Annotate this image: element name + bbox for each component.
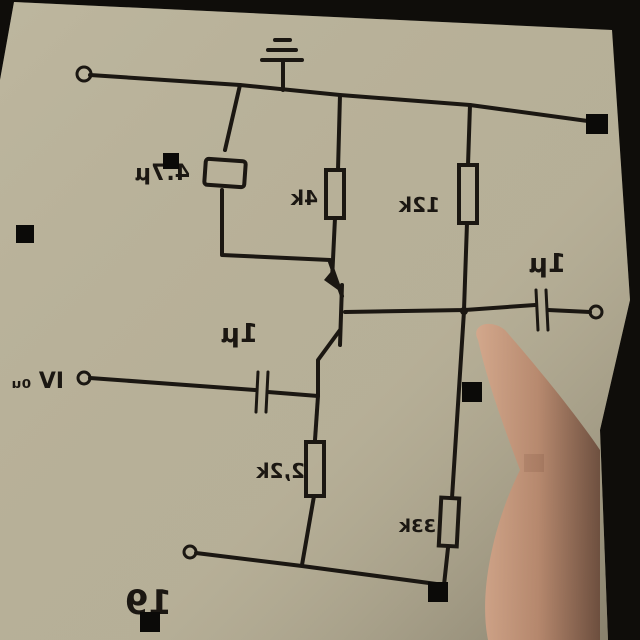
label-input: IV ₀ᵤ bbox=[11, 369, 64, 394]
label-12k-text: 12k bbox=[398, 193, 440, 217]
label-12k: 12k bbox=[398, 193, 440, 217]
label-33k-text: 33k bbox=[398, 516, 436, 537]
output-terminal bbox=[588, 304, 604, 320]
label-33k: 33k bbox=[398, 516, 436, 537]
resistor-2-2k-bottom-wire bbox=[300, 494, 316, 567]
transistor-collector bbox=[316, 328, 342, 397]
resistor-2-2k-top-wire bbox=[313, 394, 320, 442]
label-2-2k: 2,2k bbox=[256, 459, 305, 483]
input-cap-to-node-wire bbox=[266, 390, 320, 398]
ground-icon bbox=[260, 38, 304, 62]
label-4-7u: 4.7μ bbox=[135, 161, 190, 186]
emitter-arrow-icon bbox=[324, 268, 338, 290]
input-wire bbox=[88, 376, 257, 392]
redaction-block bbox=[586, 114, 608, 134]
label-input-cap: 1μ bbox=[221, 319, 258, 349]
label-4k: 4k bbox=[290, 186, 318, 210]
resistor-12k-bottom-wire bbox=[462, 221, 469, 312]
redaction-block bbox=[428, 582, 448, 602]
label-4k-text: 4k bbox=[290, 186, 318, 210]
resistor-33k-bottom-wire bbox=[442, 546, 450, 587]
redaction-block bbox=[140, 612, 160, 632]
redaction-block bbox=[16, 225, 34, 243]
redaction-block bbox=[462, 382, 482, 402]
label-input-cap-text: 1μ bbox=[221, 319, 258, 349]
label-2-2k-text: 2,2k bbox=[256, 459, 305, 483]
cap-branch-top-wire bbox=[223, 83, 242, 152]
resistor-4k-top-wire bbox=[336, 93, 342, 172]
label-input-text: IV ₀ᵤ bbox=[11, 369, 64, 394]
redaction-block bbox=[163, 153, 179, 169]
resistor-33k bbox=[436, 495, 462, 549]
label-output-cap: 1μ bbox=[529, 249, 566, 279]
cap-branch-bottom-wire bbox=[220, 188, 332, 262]
label-output-cap-text: 1μ bbox=[529, 249, 566, 279]
top-left-terminal bbox=[75, 65, 93, 83]
finger bbox=[476, 323, 600, 640]
resistor-12k-top-wire bbox=[466, 103, 472, 167]
label-4-7u-text: 4.7μ bbox=[135, 161, 190, 186]
resistor-33k-top-wire bbox=[450, 309, 466, 500]
output-wire bbox=[546, 308, 592, 314]
electrolytic-capacitor bbox=[202, 156, 248, 190]
bottom-rail-wire bbox=[194, 551, 446, 587]
